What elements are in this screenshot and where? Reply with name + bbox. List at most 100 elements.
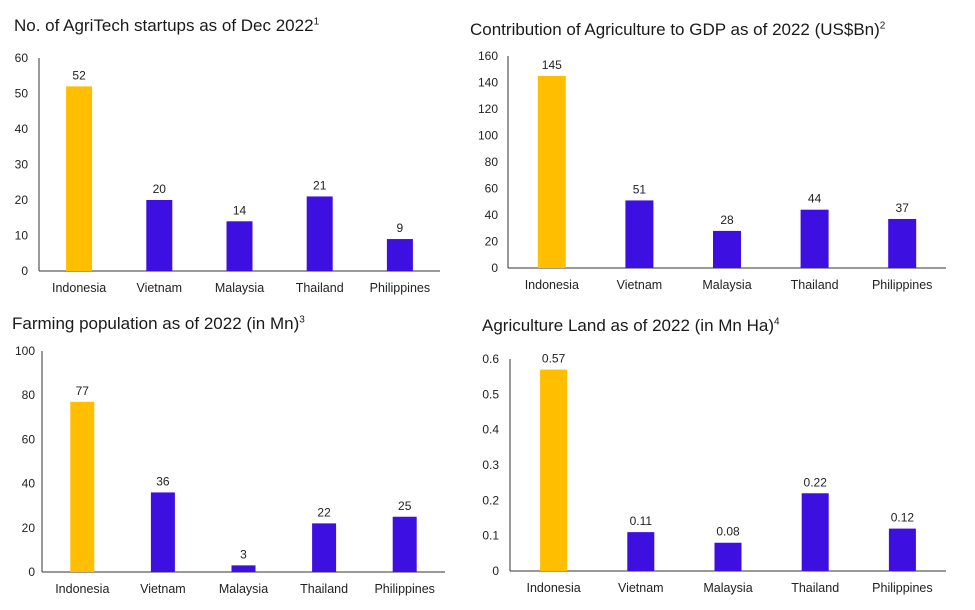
chart-3-y-tick-label: 20: [22, 521, 36, 535]
chart-1-category-label: Vietnam: [136, 281, 182, 295]
chart-4-y-tick-label: 0.2: [482, 493, 499, 507]
chart-1-bar-thailand: [306, 196, 333, 271]
chart-3-data-label: 77: [76, 384, 90, 398]
chart-4-y-tick-label: 0: [492, 564, 499, 578]
chart-3-plot: 0 20 40 60 80 100 77 Indonesia 36 Vietnam 3 Malaysi…: [15, 344, 445, 596]
chart-3-category-label: Indonesia: [55, 582, 109, 596]
chart-4-y-tick-label: 0.4: [482, 423, 499, 437]
chart-3-data-label: 25: [398, 499, 412, 513]
chart-4-y-tick-label: 0.1: [482, 529, 499, 543]
chart-4-bar-philippines: [888, 528, 916, 571]
chart-2-plot: 0 20 40 60 80 100 120 140 160 145 Indonesia 51 Vietn…: [478, 49, 946, 292]
chart-2-y-tick-label: 60: [485, 182, 499, 196]
chart-4-bar-vietnam: [627, 532, 655, 571]
chart-2-data-label: 37: [896, 201, 910, 215]
chart-3-title: Farming population as of 2022 (in Mn)3: [12, 314, 305, 334]
chart-1-data-label: 20: [153, 182, 167, 196]
chart-2-bar-indonesia: [537, 75, 566, 268]
chart-1-data-label: 52: [72, 68, 86, 82]
chart-2-y-tick-label: 140: [478, 76, 498, 90]
chart-3-y-tick-label: 40: [22, 477, 36, 491]
chart-3-bar-malaysia: [231, 565, 256, 572]
chart-3-bar-indonesia: [70, 401, 95, 572]
chart-1-data-label: 9: [397, 221, 404, 235]
chart-2-title-text: Contribution of Agriculture to GDP as of…: [470, 20, 880, 39]
chart-4-category-label: Malaysia: [703, 581, 752, 595]
chart-3-category-label: Malaysia: [219, 582, 268, 596]
chart-1-y-tick-label: 20: [15, 193, 29, 207]
chart-2-bar-vietnam: [625, 200, 654, 268]
chart-4-y-tick-label: 0.5: [482, 387, 499, 401]
chart-1-data-label: 14: [233, 203, 247, 217]
chart-1-plot: 0 10 20 30 40 50 60 52 Indonesia 20 Vietnam 14 Malay…: [15, 51, 440, 295]
chart-1-title-text: No. of AgriTech startups as of Dec 2022: [14, 16, 314, 35]
chart-2-category-label: Malaysia: [702, 278, 751, 292]
chart-1-category-label: Malaysia: [215, 281, 264, 295]
chart-4-footnote: 4: [774, 316, 780, 328]
chart-4-data-label: 0.57: [542, 352, 566, 366]
chart-2-category-label: Indonesia: [525, 278, 579, 292]
chart-1-y-tick-label: 10: [15, 229, 29, 243]
chart-2-footnote: 2: [879, 20, 886, 32]
chart-2-category-label: Vietnam: [617, 278, 663, 292]
chart-4-y-tick-label: 0.3: [482, 458, 499, 472]
chart-4-category-label: Indonesia: [526, 581, 580, 595]
chart-4-bar-thailand: [801, 493, 829, 571]
chart-3-y-tick-label: 60: [22, 432, 36, 446]
chart-2-category-label: Philippines: [872, 278, 932, 292]
chart-4-bar-indonesia: [540, 369, 568, 571]
chart-3-data-label: 36: [156, 474, 170, 488]
chart-2-y-tick-label: 40: [485, 208, 499, 222]
chart-3-bar-thailand: [312, 523, 337, 572]
chart-4-category-label: Vietnam: [618, 581, 664, 595]
chart-1-y-tick-label: 40: [15, 122, 29, 136]
chart-3-category-label: Vietnam: [140, 582, 186, 596]
chart-4-category-label: Thailand: [791, 581, 839, 595]
chart-3-data-label: 22: [317, 505, 331, 519]
chart-3-y-tick-label: 100: [15, 344, 35, 358]
chart-3-y-tick-label: 0: [28, 565, 35, 579]
chart-1-bar-malaysia: [226, 221, 253, 271]
chart-4-title: Agriculture Land as of 2022 (in Mn Ha)4: [482, 316, 780, 336]
chart-3-title-text: Farming population as of 2022 (in Mn): [12, 314, 300, 333]
chart-4-plot: 0 0.1 0.2 0.3 0.4 0.5 0.6 0.57 Indonesia 0.11 Viet…: [482, 352, 946, 595]
chart-4-data-label: 0.11: [630, 514, 653, 528]
chart-3-bar-philippines: [392, 516, 417, 572]
chart-4-category-label: Philippines: [872, 581, 932, 595]
chart-4-bar-malaysia: [714, 542, 742, 571]
chart-2-bar-philippines: [888, 218, 917, 268]
chart-2-y-tick-label: 120: [478, 102, 498, 116]
chart-2-data-label: 51: [633, 182, 647, 196]
chart-4-title-text: Agriculture Land as of 2022 (in Mn Ha): [482, 316, 774, 335]
chart-2-bar-malaysia: [713, 230, 741, 268]
chart-4-data-label: 0.22: [804, 475, 828, 489]
chart-1-bar-vietnam: [146, 200, 173, 271]
chart-2-y-tick-label: 100: [478, 129, 498, 143]
chart-2-y-tick-label: 0: [491, 261, 498, 275]
chart-4-data-label: 0.12: [891, 511, 915, 525]
chart-2-y-tick-label: 160: [478, 49, 498, 63]
chart-2-bar-thailand: [800, 209, 829, 268]
chart-2-data-label: 28: [720, 213, 734, 227]
chart-1-y-tick-label: 60: [15, 51, 29, 65]
chart-1-footnote: 1: [313, 16, 320, 28]
chart-1-category-label: Philippines: [370, 281, 430, 295]
chart-1-category-label: Indonesia: [52, 281, 106, 295]
chart-2-category-label: Thailand: [791, 278, 839, 292]
chart-3-data-label: 3: [240, 547, 247, 561]
chart-1-y-tick-label: 50: [15, 87, 29, 101]
chart-2-data-label: 145: [542, 58, 562, 72]
chart-2-data-label: 44: [808, 192, 822, 206]
chart-1-y-tick-label: 0: [21, 264, 28, 278]
chart-1-title: No. of AgriTech startups as of Dec 20221: [14, 16, 319, 36]
chart-3-footnote: 3: [299, 314, 305, 326]
chart-3-y-tick-label: 80: [22, 388, 36, 402]
chart-4-data-label: 0.08: [716, 525, 740, 539]
chart-1-bar-indonesia: [66, 86, 93, 272]
chart-1-bar-philippines: [386, 239, 413, 271]
chart-1-data-label: 21: [313, 178, 327, 192]
chart-1-y-tick-label: 30: [15, 158, 29, 172]
chart-2-title: Contribution of Agriculture to GDP as of…: [470, 20, 885, 40]
chart-2-y-tick-label: 80: [485, 155, 499, 169]
chart-4-y-tick-label: 0.6: [482, 352, 499, 366]
